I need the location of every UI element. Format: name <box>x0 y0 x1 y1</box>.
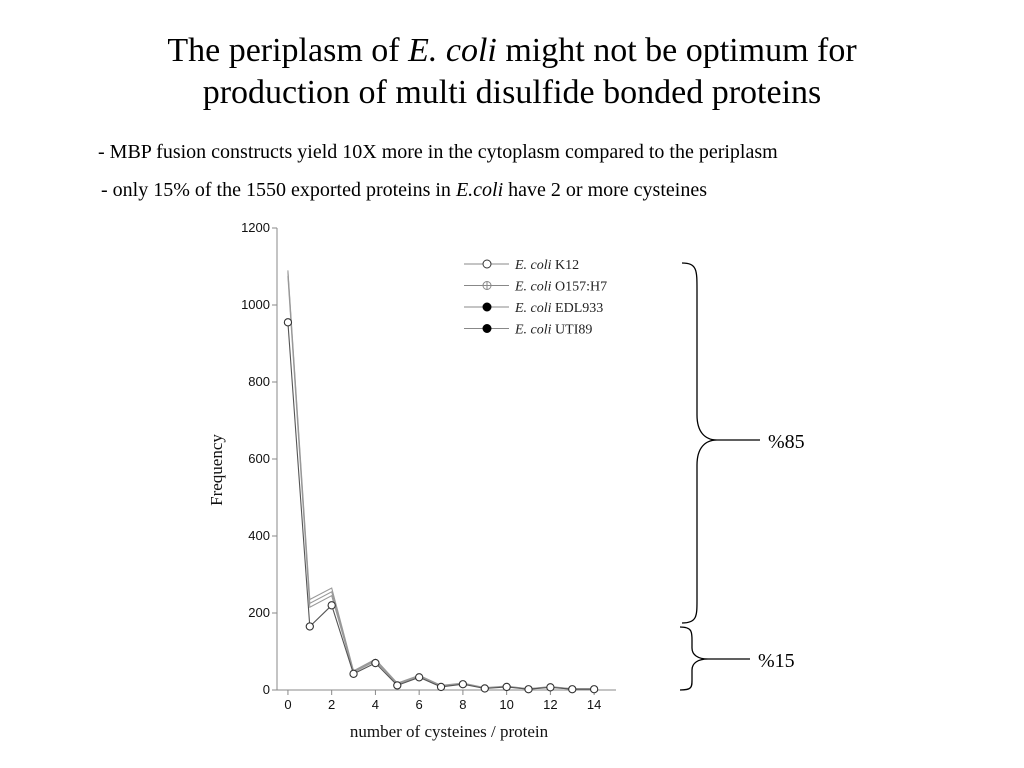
legend-species: E. coli <box>514 301 552 316</box>
x-tick-label: 6 <box>416 697 423 712</box>
series-line-k12 <box>287 322 595 690</box>
legend-species: E. coli <box>514 323 552 338</box>
title-italic: E. coli <box>408 32 497 69</box>
data-point-k12 <box>371 658 380 668</box>
bullet2-part2: have 2 or more cysteines <box>503 179 707 201</box>
x-tick-label: 10 <box>499 697 513 712</box>
bullet2-part1: - only 15% of the 1550 exported proteins… <box>101 179 456 201</box>
brace-15-percent <box>679 626 750 691</box>
legend-strain: UTI89 <box>552 323 593 338</box>
legend-strain: K12 <box>552 258 580 273</box>
label-15-percent: %15 <box>758 650 795 672</box>
legend-marker-filled-circle <box>482 302 492 312</box>
x-axis-label: number of cysteines / protein <box>350 722 549 741</box>
data-point-k12 <box>502 682 511 692</box>
brace-85-percent <box>681 262 760 624</box>
x-tick-label: 4 <box>372 697 379 712</box>
legend-strain: EDL933 <box>552 301 604 316</box>
y-tick-label: 600 <box>248 451 270 466</box>
data-point-k12 <box>415 673 424 682</box>
title-line2: production of multi disulfide bonded pro… <box>202 74 822 111</box>
y-tick-label: 0 <box>263 682 270 697</box>
label-85-percent: %85 <box>768 431 805 453</box>
data-point-k12 <box>349 669 358 678</box>
title-part2: might not be optimum for <box>496 32 857 69</box>
x-tick-label: 2 <box>328 697 335 712</box>
legend-entry: E. coli K12 <box>514 258 579 273</box>
y-tick-label: 200 <box>248 605 270 620</box>
y-tick-label: 400 <box>248 528 270 543</box>
legend-marker-open-circle <box>482 259 492 269</box>
legend-species: E. coli <box>514 280 552 295</box>
legend-strain: O157:H7 <box>552 280 608 295</box>
bullet2-italic: E.coli <box>455 179 504 201</box>
y-tick-label: 800 <box>248 374 270 389</box>
data-point-k12 <box>436 682 446 692</box>
legend-marker-filled-circle <box>482 324 492 333</box>
legend-entry: E. coli UTI89 <box>514 323 592 338</box>
series-layer <box>283 270 599 694</box>
data-point-k12 <box>524 685 533 694</box>
y-axis-label: Frequency <box>207 434 226 506</box>
x-tick-label: 8 <box>459 697 466 712</box>
data-point-k12 <box>589 685 599 694</box>
x-tick-label: 12 <box>543 697 557 712</box>
x-tick-label: 0 <box>284 697 291 712</box>
y-tick-label: 1000 <box>241 297 270 312</box>
x-tick-label: 14 <box>587 697 601 712</box>
series-line-uti89 <box>287 276 595 690</box>
bullet-mbp-fusion: - MBP fusion constructs yield 10X more i… <box>98 141 778 163</box>
data-point-k12 <box>305 622 314 631</box>
legend-entry: E. coli EDL933 <box>514 301 603 316</box>
data-point-k12 <box>327 601 336 610</box>
bullet-cysteines: - only 15% of the 1550 exported proteins… <box>101 179 707 202</box>
x-ticks: 0 2 4 6 8 10 12 14 <box>284 690 601 712</box>
data-point-k12 <box>480 684 489 693</box>
y-ticks: 0 200 400 600 800 1000 1200 <box>241 220 277 697</box>
data-point-k12 <box>458 680 468 689</box>
data-point-k12 <box>283 318 293 327</box>
data-point-k12 <box>393 681 402 690</box>
data-point-k12 <box>546 683 555 692</box>
y-tick-label: 1200 <box>241 220 270 235</box>
data-point-k12 <box>568 685 577 694</box>
plot-frame <box>276 228 616 691</box>
legend-species: E. coli <box>514 258 552 273</box>
title-part1: The periplasm of <box>167 32 409 69</box>
slide-title: The periplasm of E. coli might not be op… <box>0 30 1024 114</box>
legend-entry: E. coli O157:H7 <box>514 280 607 295</box>
